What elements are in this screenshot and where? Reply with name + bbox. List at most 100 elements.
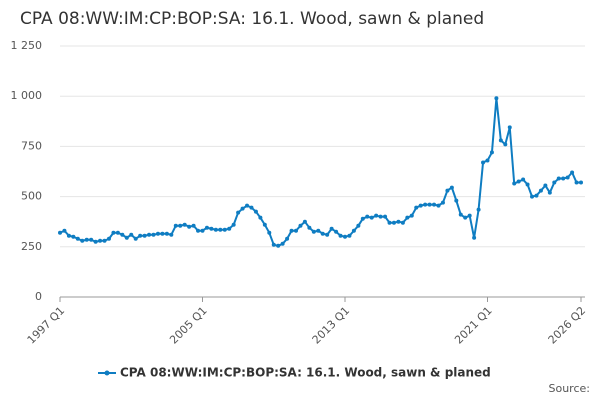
data-point bbox=[151, 232, 156, 237]
data-point bbox=[178, 223, 183, 228]
data-point bbox=[71, 234, 76, 239]
data-point bbox=[574, 180, 579, 185]
data-point bbox=[218, 227, 223, 232]
data-point bbox=[489, 150, 494, 155]
x-tick-label: 2005 Q1 bbox=[167, 304, 210, 347]
data-point bbox=[84, 237, 89, 242]
data-point bbox=[89, 237, 94, 242]
data-point bbox=[262, 222, 267, 227]
data-point bbox=[204, 225, 209, 230]
legend-marker bbox=[104, 370, 110, 376]
data-point bbox=[182, 222, 187, 227]
data-point bbox=[133, 236, 138, 241]
data-point bbox=[463, 215, 468, 220]
data-point bbox=[432, 202, 437, 207]
data-point bbox=[369, 215, 374, 220]
data-point bbox=[418, 203, 423, 208]
data-point bbox=[329, 226, 334, 231]
data-point bbox=[258, 215, 263, 220]
data-point bbox=[440, 200, 445, 205]
data-point bbox=[169, 232, 174, 237]
data-point bbox=[556, 176, 561, 181]
data-point bbox=[360, 216, 365, 221]
data-point bbox=[445, 188, 450, 193]
data-point bbox=[342, 234, 347, 239]
data-point bbox=[400, 220, 405, 225]
data-point bbox=[334, 229, 339, 234]
data-point bbox=[249, 205, 254, 210]
data-point bbox=[338, 233, 343, 238]
data-point bbox=[102, 238, 107, 243]
data-point bbox=[503, 142, 508, 147]
data-point bbox=[565, 175, 570, 180]
data-point bbox=[481, 160, 486, 165]
data-point bbox=[405, 215, 410, 220]
x-tick-label: 2021 Q1 bbox=[452, 304, 495, 347]
data-point bbox=[547, 190, 552, 195]
y-tick-label: 1 000 bbox=[11, 89, 43, 102]
data-point bbox=[374, 213, 379, 218]
data-point bbox=[200, 228, 205, 233]
data-point bbox=[164, 231, 169, 236]
data-point bbox=[383, 214, 388, 219]
data-point bbox=[58, 230, 62, 235]
data-point bbox=[106, 236, 111, 241]
data-point bbox=[173, 223, 178, 228]
legend-label: CPA 08:WW:IM:CP:BOP:SA: 16.1. Wood, sawn… bbox=[120, 366, 491, 380]
data-point bbox=[498, 138, 503, 143]
data-point bbox=[427, 202, 432, 207]
data-point bbox=[423, 202, 428, 207]
data-point bbox=[236, 210, 241, 215]
data-point bbox=[213, 227, 218, 232]
data-point bbox=[115, 230, 120, 235]
data-point bbox=[494, 96, 499, 101]
data-point bbox=[396, 219, 401, 224]
data-point bbox=[347, 233, 352, 238]
data-point bbox=[129, 232, 134, 237]
data-point bbox=[66, 233, 71, 238]
data-point bbox=[147, 232, 152, 237]
data-point bbox=[365, 214, 370, 219]
data-point bbox=[155, 231, 160, 236]
data-point bbox=[316, 228, 321, 233]
data-point bbox=[320, 231, 325, 236]
data-point bbox=[485, 158, 490, 163]
data-point bbox=[294, 228, 299, 233]
x-tick-label: 2026 Q2 bbox=[546, 304, 589, 347]
y-tick-label: 750 bbox=[21, 139, 42, 152]
data-point bbox=[414, 205, 419, 210]
data-point bbox=[191, 223, 196, 228]
data-point bbox=[579, 180, 583, 185]
data-point bbox=[302, 219, 307, 224]
y-tick-label: 0 bbox=[35, 290, 42, 303]
data-point bbox=[231, 222, 236, 227]
data-point bbox=[516, 179, 521, 184]
y-tick-label: 1 250 bbox=[11, 39, 43, 52]
data-point bbox=[552, 180, 557, 185]
data-point bbox=[196, 228, 201, 233]
data-point bbox=[449, 185, 454, 190]
data-point bbox=[138, 233, 143, 238]
data-point bbox=[458, 212, 463, 217]
data-point bbox=[285, 236, 290, 241]
data-point bbox=[467, 213, 472, 218]
data-point bbox=[561, 176, 566, 181]
x-tick-label: 1997 Q1 bbox=[25, 304, 68, 347]
data-point bbox=[454, 198, 459, 203]
data-point bbox=[98, 238, 103, 243]
data-point bbox=[472, 235, 477, 240]
data-point bbox=[570, 170, 575, 175]
data-point bbox=[409, 213, 414, 218]
source: Source: bbox=[549, 382, 591, 395]
data-point bbox=[378, 214, 383, 219]
data-point bbox=[436, 203, 441, 208]
x-tick-label: 2013 Q1 bbox=[310, 304, 353, 347]
data-point bbox=[160, 231, 165, 236]
data-point bbox=[280, 241, 285, 246]
data-point bbox=[209, 226, 214, 231]
data-point bbox=[538, 188, 543, 193]
data-point bbox=[187, 224, 192, 229]
data-point bbox=[298, 223, 303, 228]
data-point bbox=[93, 239, 98, 244]
data-point bbox=[276, 243, 281, 248]
